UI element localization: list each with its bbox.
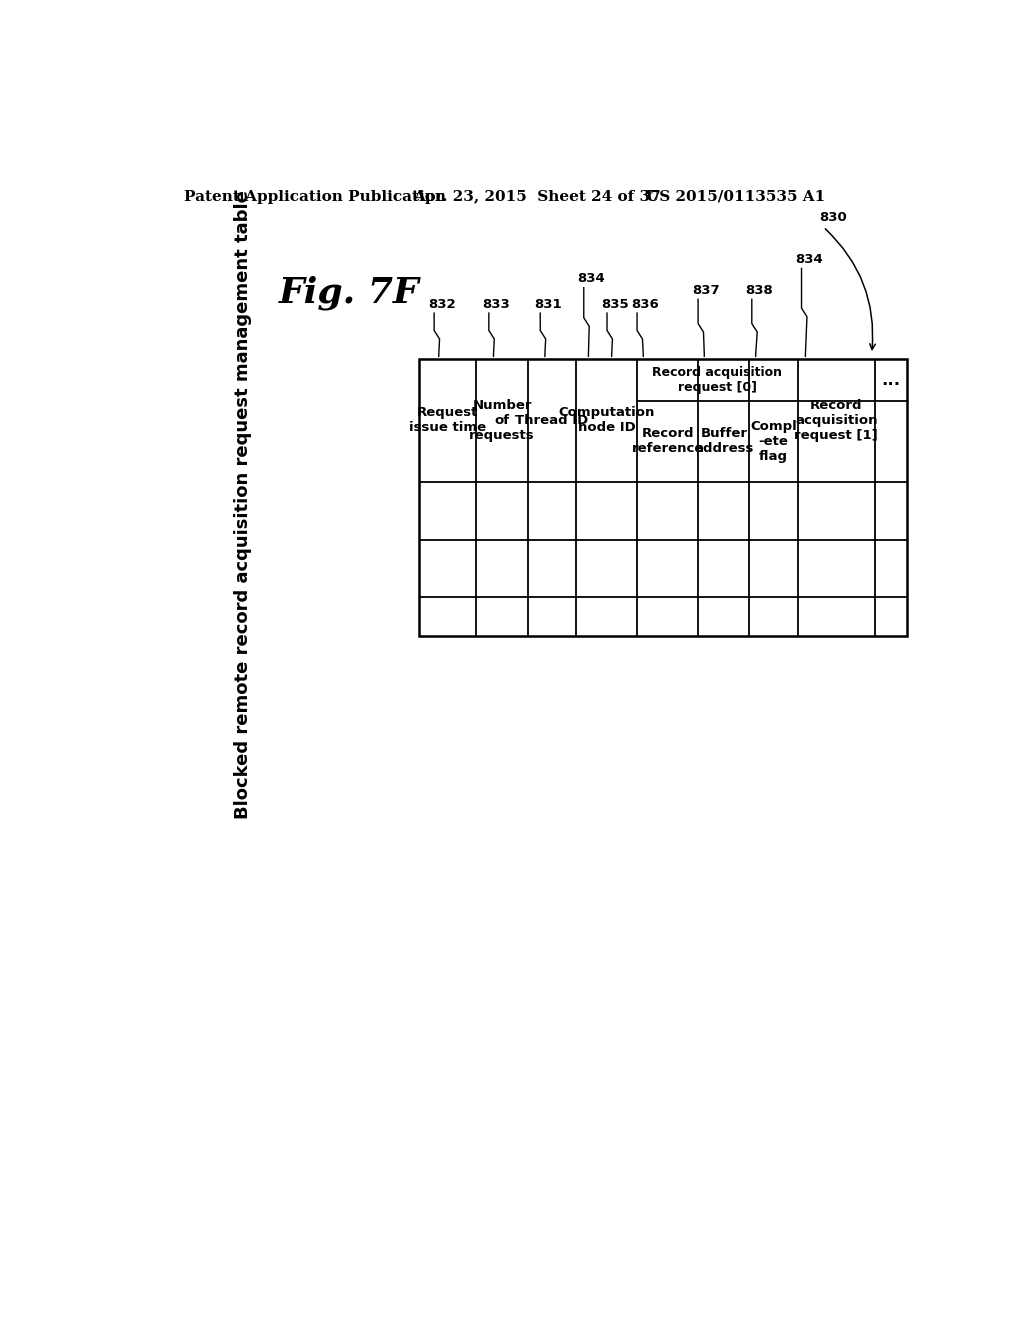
Text: US 2015/0113535 A1: US 2015/0113535 A1 <box>646 190 825 203</box>
Text: 831: 831 <box>535 298 561 312</box>
Text: Thread ID: Thread ID <box>515 413 589 426</box>
Text: Buffer
address: Buffer address <box>694 428 754 455</box>
Text: ...: ... <box>882 371 900 389</box>
Text: Blocked remote record acquisition request management table: Blocked remote record acquisition reques… <box>233 190 252 820</box>
Text: Record acquisition
request [0]: Record acquisition request [0] <box>652 366 782 393</box>
Text: Record
acquisition
request [1]: Record acquisition request [1] <box>795 399 879 442</box>
Text: Record
reference: Record reference <box>632 428 703 455</box>
Text: 834: 834 <box>578 272 605 285</box>
Text: 834: 834 <box>796 253 823 267</box>
Text: Request
issue time: Request issue time <box>409 407 486 434</box>
Text: Number
of
requests: Number of requests <box>469 399 535 442</box>
Text: 835: 835 <box>601 298 629 312</box>
Text: Computation
node ID: Computation node ID <box>558 407 654 434</box>
Text: 832: 832 <box>428 298 456 312</box>
Text: Compl
-ete
flag: Compl -ete flag <box>751 420 797 463</box>
Text: Apr. 23, 2015  Sheet 24 of 37: Apr. 23, 2015 Sheet 24 of 37 <box>414 190 660 203</box>
Text: 837: 837 <box>692 284 720 297</box>
Text: 838: 838 <box>745 284 773 297</box>
Text: Fig. 7F: Fig. 7F <box>280 276 420 310</box>
Text: 830: 830 <box>819 211 847 224</box>
Text: 833: 833 <box>482 298 510 312</box>
Text: Patent Application Publication: Patent Application Publication <box>183 190 445 203</box>
Text: 836: 836 <box>631 298 658 312</box>
